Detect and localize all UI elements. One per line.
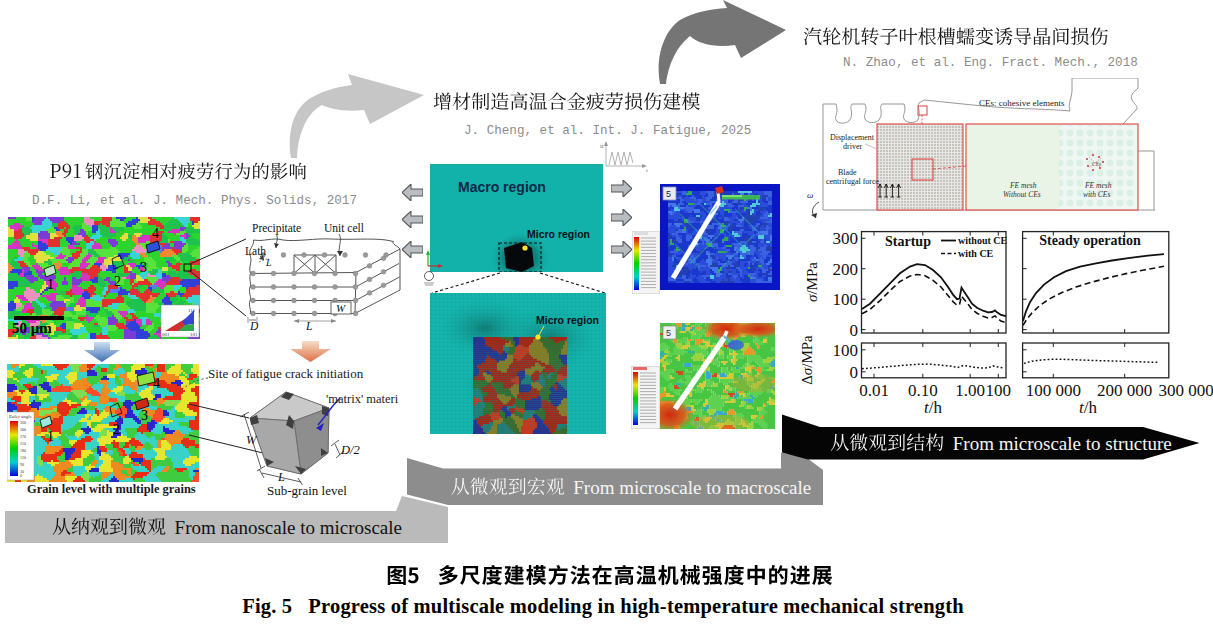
svg-text:0: 0 <box>850 321 859 340</box>
svg-text:From microscale to structure: From microscale to structure <box>953 433 1172 454</box>
svg-text:100: 100 <box>833 290 859 309</box>
svg-text:Startup: Startup <box>885 234 931 249</box>
svg-text:1.00: 1.00 <box>955 381 985 400</box>
svg-text:Steady operation: Steady operation <box>1039 233 1141 248</box>
svg-text:100: 100 <box>986 381 1012 400</box>
svg-text:t/h: t/h <box>1079 398 1097 417</box>
svg-text:100 000: 100 000 <box>1026 381 1081 400</box>
svg-text:300: 300 <box>833 229 859 248</box>
svg-text:From microscale to macroscale: From microscale to macroscale <box>573 477 811 498</box>
svg-text:σ/MPa: σ/MPa <box>804 262 820 302</box>
svg-text:From nanoscale to microscale: From nanoscale to microscale <box>175 517 402 538</box>
svg-text:without CE: without CE <box>958 235 1008 246</box>
svg-text:t/h: t/h <box>924 398 942 417</box>
svg-text:with CE: with CE <box>958 248 994 259</box>
svg-text:200: 200 <box>833 260 859 279</box>
svg-text:300 000: 300 000 <box>1158 381 1213 400</box>
svg-text:0: 0 <box>850 363 859 382</box>
svg-text:Δσ/MPa: Δσ/MPa <box>799 335 815 385</box>
svg-text:0.01: 0.01 <box>859 381 889 400</box>
svg-text:100: 100 <box>833 341 859 360</box>
svg-text:200 000: 200 000 <box>1097 381 1152 400</box>
